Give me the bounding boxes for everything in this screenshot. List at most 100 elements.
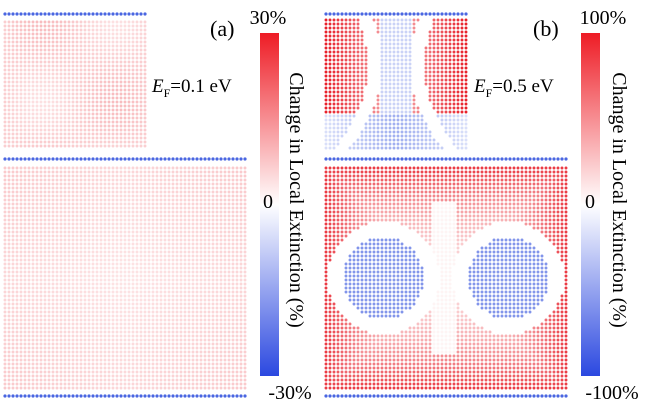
field-dot — [63, 278, 67, 282]
field-dot — [23, 326, 27, 330]
field-dot — [131, 206, 135, 210]
field-dot — [55, 104, 59, 108]
field-dot — [43, 374, 47, 378]
field-dot — [63, 374, 67, 378]
field-dot — [7, 242, 11, 246]
field-dot — [219, 210, 223, 214]
field-dot — [159, 186, 163, 190]
field-dot — [87, 144, 91, 148]
field-dot — [67, 358, 71, 362]
field-dot — [191, 170, 195, 174]
field-dot — [127, 274, 131, 278]
field-dot — [155, 290, 159, 294]
field-dot — [195, 206, 199, 210]
field-dot — [131, 342, 135, 346]
field-dot — [127, 366, 131, 370]
field-dot — [159, 170, 163, 174]
field-dot — [95, 382, 99, 386]
field-dot — [55, 24, 59, 28]
field-dot — [71, 44, 75, 48]
field-dot — [123, 366, 127, 370]
field-dot — [392, 22, 396, 26]
field-dot — [83, 294, 87, 298]
field-dot — [79, 182, 83, 186]
field-dot — [15, 382, 19, 386]
field-dot — [175, 354, 179, 358]
edge-dot — [207, 394, 211, 398]
field-dot — [167, 310, 171, 314]
field-dot — [171, 378, 175, 382]
field-dot — [336, 26, 340, 30]
field-dot — [328, 42, 332, 46]
field-dot — [99, 230, 103, 234]
field-dot — [111, 40, 115, 44]
field-dot — [43, 278, 47, 282]
field-dot — [35, 246, 39, 250]
field-dot — [55, 140, 59, 144]
field-dot — [324, 18, 328, 22]
edge-dot — [119, 394, 123, 398]
field-dot — [55, 346, 59, 350]
field-dot — [111, 218, 115, 222]
field-dot — [219, 378, 223, 382]
field-dot — [167, 362, 171, 366]
field-dot — [183, 242, 187, 246]
field-dot — [51, 362, 55, 366]
field-dot — [43, 326, 47, 330]
field-dot — [115, 242, 119, 246]
field-dot — [123, 28, 127, 32]
field-dot — [191, 174, 195, 178]
field-dot — [63, 230, 67, 234]
field-dot — [151, 346, 155, 350]
field-dot — [27, 234, 31, 238]
field-dot — [23, 346, 27, 350]
field-dot — [119, 210, 123, 214]
field-dot — [91, 206, 95, 210]
field-dot — [163, 274, 167, 278]
field-dot — [384, 26, 388, 30]
field-dot — [227, 330, 231, 334]
field-dot — [123, 286, 127, 290]
field-dot — [223, 258, 227, 262]
field-dot — [227, 242, 231, 246]
field-dot — [43, 174, 47, 178]
field-dot — [384, 22, 388, 26]
field-dot — [31, 386, 35, 390]
field-dot — [87, 202, 91, 206]
field-dot — [215, 250, 219, 254]
field-dot — [215, 174, 219, 178]
field-dot — [235, 242, 239, 246]
field-dot — [187, 218, 191, 222]
field-dot — [131, 88, 135, 92]
field-dot — [55, 124, 59, 128]
field-dot — [79, 246, 83, 250]
field-dot — [51, 238, 55, 242]
field-dot — [39, 342, 43, 346]
field-dot — [239, 382, 243, 386]
field-dot — [75, 346, 79, 350]
field-dot — [171, 270, 175, 274]
field-dot — [39, 206, 43, 210]
field-dot — [43, 68, 47, 72]
field-dot — [111, 202, 115, 206]
field-dot — [43, 294, 47, 298]
field-dot — [43, 132, 47, 136]
field-dot — [388, 34, 392, 38]
field-dot — [35, 144, 39, 148]
field-dot — [119, 278, 123, 282]
field-dot — [239, 322, 243, 326]
field-dot — [171, 190, 175, 194]
field-dot — [135, 242, 139, 246]
field-dot — [35, 64, 39, 68]
field-dot — [147, 354, 151, 358]
field-dot — [207, 378, 211, 382]
field-dot — [67, 206, 71, 210]
field-dot — [163, 258, 167, 262]
field-dot — [191, 294, 195, 298]
field-dot — [175, 254, 179, 258]
field-dot — [139, 144, 143, 148]
field-dot — [35, 182, 39, 186]
field-dot — [15, 144, 19, 148]
field-dot — [223, 246, 227, 250]
field-dot — [87, 346, 91, 350]
